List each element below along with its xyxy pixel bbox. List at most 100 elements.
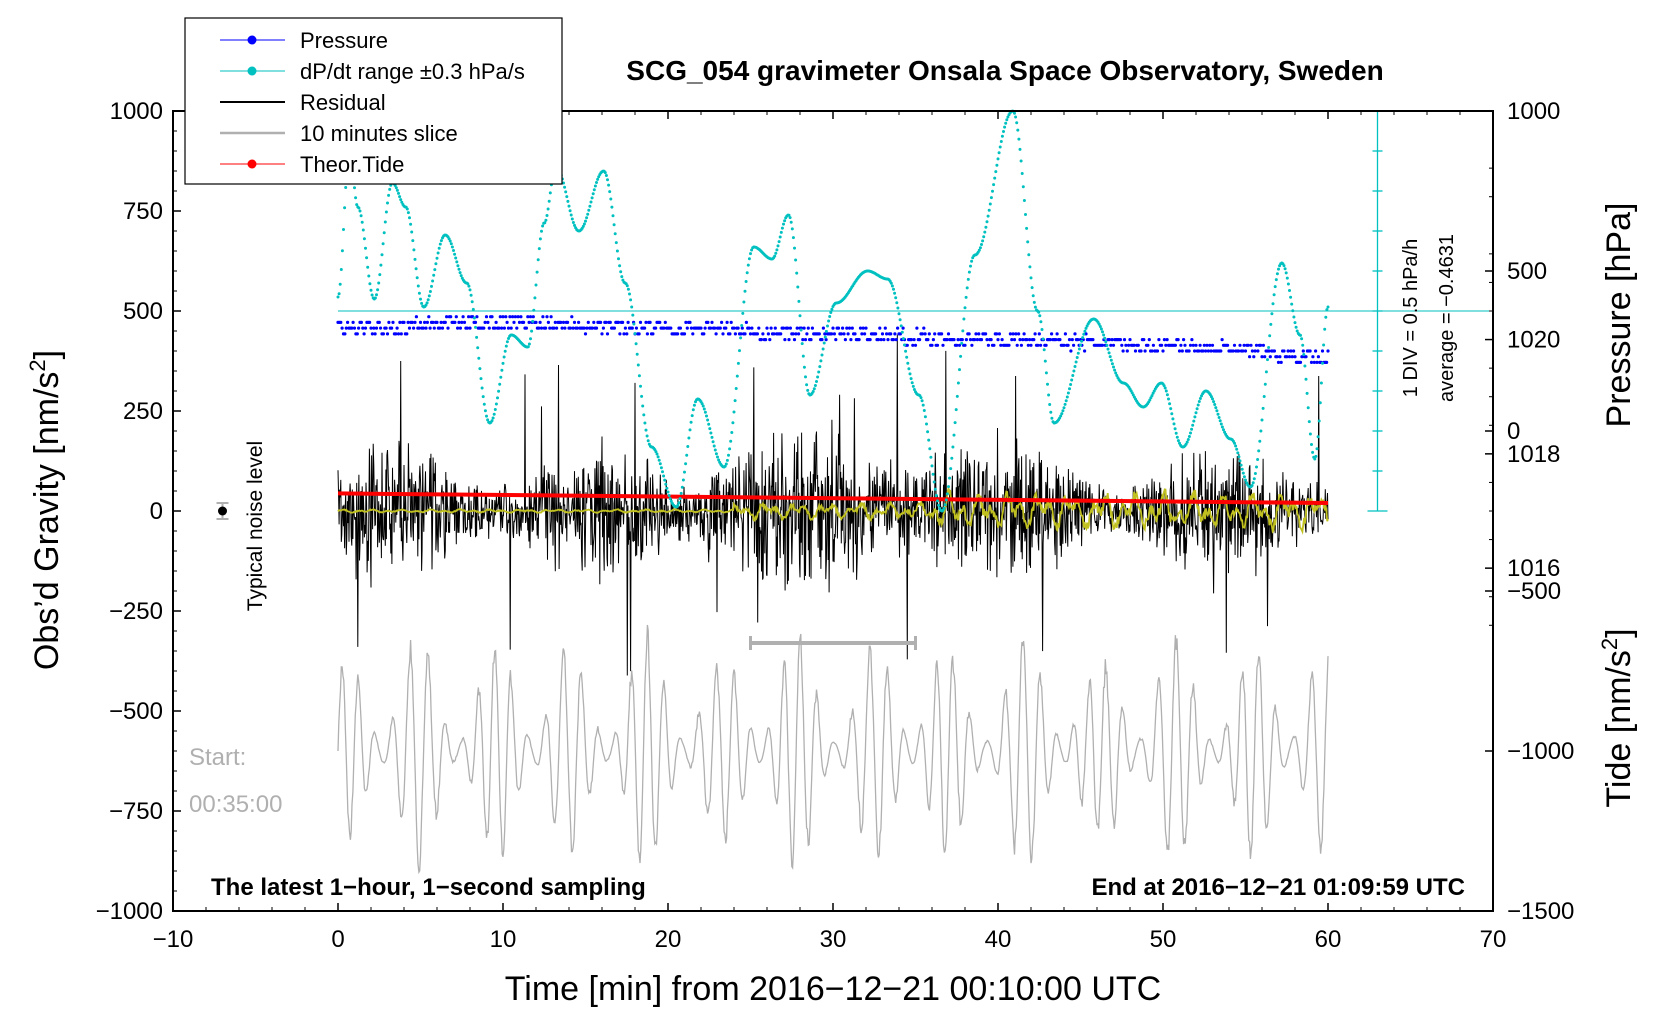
dpdt-point <box>476 346 480 350</box>
dpdt-point <box>668 497 672 501</box>
pressure-point <box>424 326 428 330</box>
dpdt-point <box>747 257 751 261</box>
dpdt-point <box>502 355 506 359</box>
pressure-point <box>357 326 361 330</box>
pressure-point <box>1033 332 1037 336</box>
pressure-point <box>849 338 853 342</box>
dpdt-point <box>1253 472 1257 475</box>
dpdt-point <box>1316 435 1320 439</box>
pressure-point <box>797 332 801 336</box>
dpdt-point <box>411 239 415 243</box>
pressure-point <box>860 332 864 336</box>
dpdt-point <box>791 236 795 240</box>
dpdt-point <box>433 268 437 272</box>
dpdt-point <box>527 342 531 346</box>
pressure-point <box>1206 349 1210 353</box>
dpdt-point <box>1236 451 1240 455</box>
dpdt-point <box>494 402 498 406</box>
dpdt-point <box>1042 348 1046 352</box>
pressure-point <box>548 326 552 330</box>
y-axis-label-end: ] <box>28 350 66 359</box>
dpdt-point <box>1165 393 1169 397</box>
dpdt-point <box>898 318 902 322</box>
dpdt-point <box>449 242 453 246</box>
dpdt-point <box>1261 406 1265 410</box>
dpdt-point <box>740 324 744 327</box>
pressure-point <box>764 338 768 342</box>
dpdt-point <box>741 311 745 315</box>
dpdt-point <box>1103 336 1107 340</box>
pressure-point <box>483 320 487 324</box>
pressure-point <box>379 326 383 330</box>
pressure-point <box>510 315 515 319</box>
tide-series-line <box>337 491 1329 505</box>
dpdt-point <box>608 190 612 194</box>
pressure-point <box>340 326 344 330</box>
dpdt-point <box>1015 121 1019 125</box>
dpdt-point <box>388 187 392 191</box>
dpdt-point <box>503 349 507 353</box>
pressure-point <box>552 326 556 330</box>
pressure-point <box>498 315 502 319</box>
dpdt-point <box>795 271 799 275</box>
pressure-point <box>374 326 379 330</box>
pressure-point <box>926 338 930 342</box>
y-axis-label-main: Obs’d Gravity [nm/s <box>28 372 66 671</box>
pressure-point <box>857 338 861 342</box>
dpdt-point <box>774 251 778 255</box>
pressure-point <box>779 332 783 336</box>
dpdt-point <box>818 365 822 369</box>
dpdt-point <box>545 214 549 217</box>
pressure-point <box>979 338 984 342</box>
pressure-point <box>765 326 769 330</box>
dpdt-point <box>1048 403 1052 406</box>
pressure-point <box>526 315 530 319</box>
pressure-point <box>989 338 993 342</box>
pressure-point <box>773 326 777 330</box>
dpdt-point <box>905 355 909 359</box>
dpdt-point <box>951 445 955 449</box>
dpdt-point <box>1191 423 1195 427</box>
dpdt-point <box>745 271 749 275</box>
pressure-point <box>541 315 545 319</box>
pressure-point <box>501 315 505 319</box>
dpdt-point <box>370 293 374 297</box>
dpdt-point <box>742 300 746 304</box>
pressure-point <box>1010 338 1014 342</box>
pressure-point <box>682 332 687 336</box>
dpdt-point <box>593 184 597 188</box>
dpdt-point <box>794 258 798 262</box>
pressure-axis-label: Pressure [hPa] <box>1600 203 1638 428</box>
dpdt-point <box>1071 374 1075 377</box>
pressure-point <box>461 315 465 319</box>
dpdt-point <box>821 347 825 351</box>
pressure-point <box>398 320 402 324</box>
pressure-point <box>1301 349 1305 353</box>
dpdt-point <box>955 394 959 398</box>
pressure-point <box>1287 355 1292 359</box>
pressure-point <box>350 326 354 330</box>
pressure-point <box>1155 349 1160 353</box>
dpdt-point <box>1076 351 1080 355</box>
dpdt-point <box>949 467 953 471</box>
dpdt-point <box>777 240 781 244</box>
dpdt-point <box>926 430 930 434</box>
dpdt-point <box>1030 286 1034 290</box>
dpdt-point <box>405 207 409 211</box>
slice-range-bar <box>749 636 917 650</box>
dpdt-point <box>644 428 648 432</box>
pressure-point <box>468 326 472 330</box>
dpdt-point <box>1290 302 1294 306</box>
dpdt-point <box>1273 285 1277 289</box>
dpdt-point <box>1197 400 1201 403</box>
pressure-point <box>1238 343 1242 347</box>
pressure-point <box>999 343 1003 347</box>
pressure-point <box>1314 349 1318 353</box>
pressure-point <box>1256 349 1260 353</box>
dpdt-point <box>567 204 571 208</box>
pressure-point <box>644 320 648 324</box>
y-tick-label: 750 <box>123 198 163 225</box>
pressure-point <box>974 332 978 336</box>
pressure-point <box>1015 343 1019 347</box>
pressure-point <box>549 315 553 319</box>
